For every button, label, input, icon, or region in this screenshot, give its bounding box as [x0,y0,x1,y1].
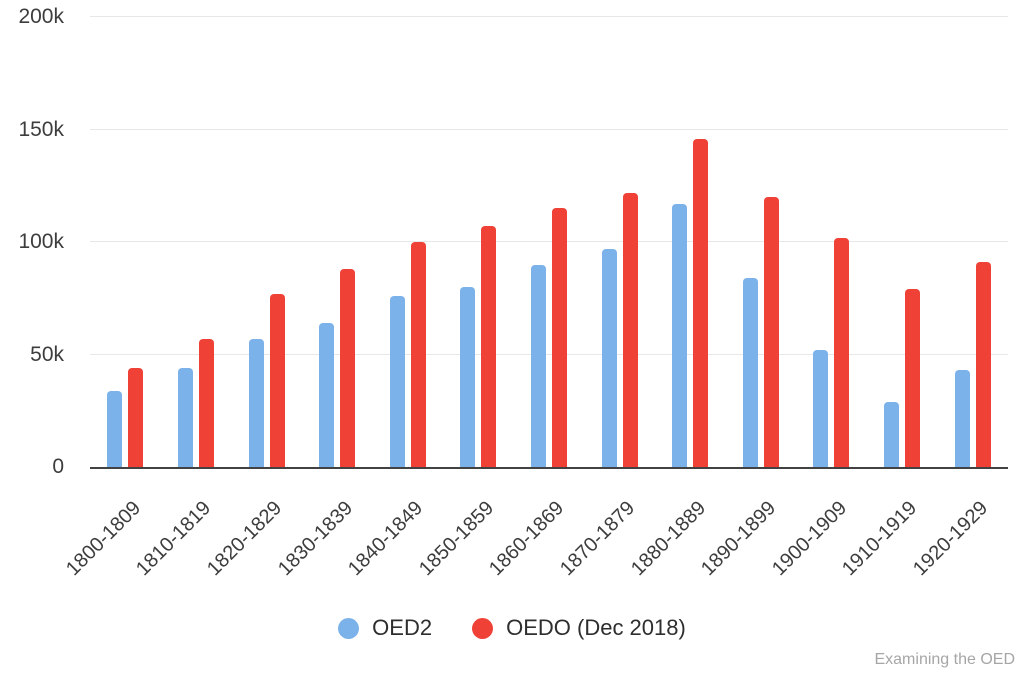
gridline-200k [90,16,1008,17]
bar-oed2-1900-1909[interactable] [813,350,829,467]
bar-oedo-dec-2018-1860-1869[interactable] [551,208,567,467]
bar-oed2-1910-1919[interactable] [884,401,900,467]
x-tick-label-1900-1909: 1900-1909 [767,497,852,581]
legend-label-oedo: OEDO (Dec 2018) [506,615,686,640]
bar-oedo-dec-2018-1890-1899[interactable] [763,197,779,467]
bar-oedo-dec-2018-1820-1829[interactable] [269,293,285,467]
x-tick-label-1920-1929: 1920-1929 [909,497,993,581]
y-tick-label-50k: 50k [30,342,64,366]
y-tick-label-0: 0 [52,455,64,478]
x-tick-label-1890-1899: 1890-1899 [697,497,781,581]
bar-group-1860-1869 [514,17,585,467]
bar-group-1910-1919 [867,17,938,467]
gridline-150k [90,128,1008,130]
bar-group-1800-1809 [90,17,161,467]
x-tick-label-1910-1919: 1910-1919 [838,497,922,581]
bar-oed2-1830-1839[interactable] [319,323,335,467]
oed2-series-marker-icon [338,617,360,639]
bar-oedo-dec-2018-1830-1839[interactable] [340,269,356,467]
bar-group-1870-1879 [584,17,655,467]
bar-oedo-dec-2018-1850-1859[interactable] [481,226,497,467]
y-axis-labels: 0 50k 100k 150k 200k [0,5,64,478]
bar-group-1820-1829 [231,17,302,467]
legend-item-oed2[interactable]: OED2 [338,615,432,641]
bar-oed2-1860-1869[interactable] [530,264,546,467]
bar-group-1850-1859 [443,17,514,467]
bar-oedo-dec-2018-1920-1929[interactable] [975,262,991,467]
bar-oed2-1810-1819[interactable] [177,368,193,467]
bar-oed2-1880-1889[interactable] [672,203,688,467]
bar-group-1900-1909 [796,17,867,467]
bar-oedo-dec-2018-1840-1849[interactable] [410,242,426,467]
y-tick-label-150k: 150k [18,117,64,141]
x-tick-label-1880-1889: 1880-1889 [626,497,710,581]
bar-oedo-dec-2018-1910-1919[interactable] [905,289,921,467]
x-tick-label-1840-1849: 1840-1849 [344,497,428,581]
plot-area [90,16,1008,469]
bar-group-1890-1899 [726,17,797,467]
x-tick-label-1850-1859: 1850-1859 [414,497,498,581]
x-tick-label-1800-1809: 1800-1809 [61,497,145,581]
legend: OED2 OEDO (Dec 2018) [0,615,1024,641]
oedo-series-marker-icon [472,617,494,639]
gridline-50k [90,353,1008,355]
legend-label-oed2: OED2 [372,615,433,640]
bar-oedo-dec-2018-1870-1879[interactable] [622,192,638,467]
bar-oedo-dec-2018-1800-1809[interactable] [128,368,144,467]
bar-oedo-dec-2018-1810-1819[interactable] [198,338,214,467]
bar-group-1810-1819 [161,17,232,467]
y-tick-label-200k: 200k [18,5,64,28]
bar-oed2-1840-1849[interactable] [389,296,405,467]
bar-group-1880-1889 [655,17,726,467]
x-tick-label-1860-1869: 1860-1869 [485,497,569,581]
bar-group-1920-1929 [937,17,1008,467]
bar-oed2-1850-1859[interactable] [460,287,476,467]
bar-oed2-1920-1929[interactable] [954,370,970,467]
watermark: Examining the OED [874,651,1015,668]
bar-oedo-dec-2018-1900-1909[interactable] [834,237,850,467]
x-tick-label-1830-1839: 1830-1839 [273,497,357,581]
bar-group-1830-1839 [302,17,373,467]
bar-oedo-dec-2018-1880-1889[interactable] [693,138,709,467]
bar-oed2-1890-1899[interactable] [742,278,758,467]
bar-oed2-1870-1879[interactable] [601,248,617,467]
gridline-100k [90,241,1008,242]
legend-item-oedo[interactable]: OEDO (Dec 2018) [472,615,686,641]
x-tick-label-1820-1829: 1820-1829 [202,497,287,581]
x-tick-label-1870-1879: 1870-1879 [555,497,640,581]
bar-group-1840-1849 [372,17,443,467]
bar-oed2-1800-1809[interactable] [107,390,123,467]
x-tick-label-1810-1819: 1810-1819 [132,497,216,581]
bar-oed2-1820-1829[interactable] [248,338,264,467]
y-tick-label-100k: 100k [18,230,64,253]
